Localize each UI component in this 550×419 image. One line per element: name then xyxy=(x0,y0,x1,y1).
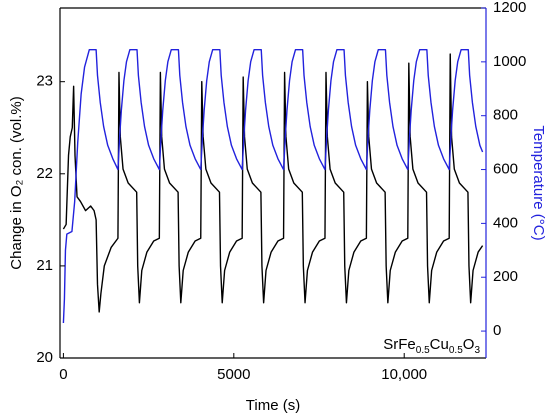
annotation-part: O xyxy=(463,336,475,353)
data-line xyxy=(62,53,484,313)
y-tick-label: 23 xyxy=(36,73,53,90)
annotation-part: 0.5 xyxy=(449,345,463,356)
y2-tick-label: 400 xyxy=(493,214,518,231)
y2-tick-label: 200 xyxy=(493,268,518,285)
y2-tick-label: 600 xyxy=(493,161,518,178)
y2-tick-label: 1200 xyxy=(493,0,526,16)
annotation-part: Cu xyxy=(430,336,449,353)
annotation-part: 0.5 xyxy=(416,345,430,356)
y2-tick-label: 0 xyxy=(493,322,501,339)
y2-axis-title: Temperature (°C) xyxy=(530,125,547,240)
x-tick-label: 5000 xyxy=(217,366,250,383)
y2-tick-label: 800 xyxy=(493,107,518,124)
y-tick-label: 21 xyxy=(36,257,53,274)
y-tick-label: 22 xyxy=(36,165,53,182)
x-tick-label: 0 xyxy=(59,366,67,383)
x-tick-label: 10,000 xyxy=(381,366,427,383)
y-tick-label: 20 xyxy=(36,349,53,366)
x-axis-title: Time (s) xyxy=(246,397,300,414)
y2-tick-label: 1000 xyxy=(493,53,526,70)
y-axis-title: Change in O₂ con. (vol.%) xyxy=(8,96,25,269)
annotation: SrFe0.5Cu0.5O3 xyxy=(383,336,480,356)
data-line xyxy=(62,49,484,324)
annotation-part: 3 xyxy=(474,345,480,356)
annotation-part: SrFe xyxy=(383,336,416,353)
